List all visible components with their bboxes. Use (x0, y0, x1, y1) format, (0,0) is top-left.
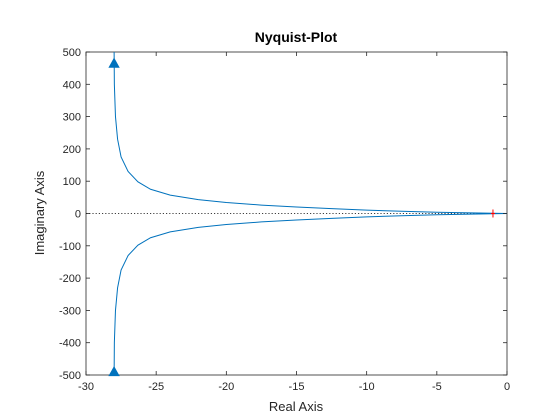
y-tick-label: 0 (75, 209, 81, 221)
x-tick-label: -30 (78, 381, 94, 393)
axes-box (85, 51, 508, 376)
curves-group (113, 52, 507, 375)
y-axis-label: Imaginary Axis (32, 170, 47, 255)
direction-arrow (108, 365, 120, 377)
y-tick-label: 400 (63, 79, 81, 91)
y-tick-label: -300 (59, 305, 81, 317)
markers-group (108, 57, 495, 377)
y-tick-label: 300 (63, 112, 81, 124)
x-axis-label: Real Axis (269, 399, 324, 414)
y-tick-label: 200 (63, 144, 81, 156)
y-tick-label: 100 (63, 176, 81, 188)
chart-title: Nyquist-Plot (255, 29, 338, 45)
y-tick-label: -500 (59, 370, 81, 382)
y-ticks: -500 -400 -300 -200 -100 0 100 200 300 400 500 (59, 47, 507, 382)
x-tick-label: -15 (289, 381, 305, 393)
x-ticks: -30 -25 -20 -15 -10 -5 0 (78, 52, 510, 393)
x-tick-label: 0 (504, 381, 510, 393)
y-tick-label: -100 (59, 241, 81, 253)
nyquist-curve-upper (113, 52, 507, 214)
x-tick-label: -10 (359, 381, 375, 393)
nyquist-curve-lower (113, 213, 507, 375)
x-tick-label: -5 (432, 381, 442, 393)
x-tick-label: -25 (148, 381, 164, 393)
direction-arrow (108, 57, 120, 68)
plot-area: -30 -25 -20 -15 -10 -5 0 -500 -400 -300 -200 -100 0… (59, 47, 510, 393)
y-tick-label: -400 (59, 338, 81, 350)
x-tick-label: -20 (218, 381, 234, 393)
y-tick-label: -200 (59, 273, 81, 285)
y-tick-label: 500 (63, 47, 81, 59)
